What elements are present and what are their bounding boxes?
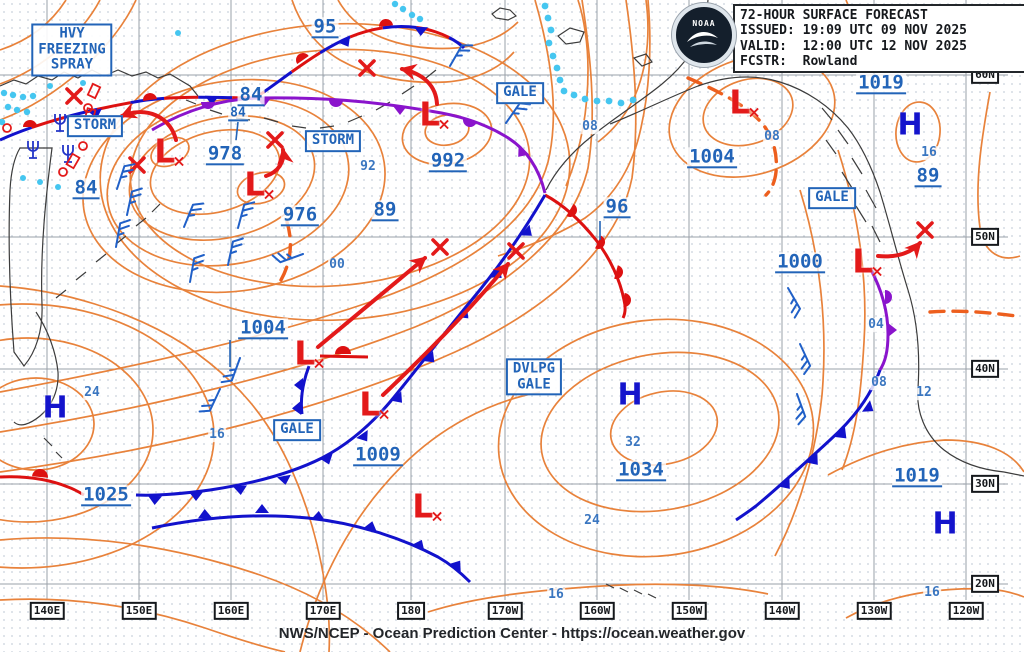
pressure-label: 89 xyxy=(371,198,399,222)
low-center-symbol: L× xyxy=(294,333,326,373)
isobar-label: 16 xyxy=(547,587,565,603)
movement-arrows xyxy=(119,63,922,397)
hazard-gale-bering: GALE xyxy=(496,82,544,104)
occluded-front-west xyxy=(151,96,547,194)
warm-front-stubs xyxy=(0,346,369,497)
isobar-label: 00 xyxy=(328,257,346,273)
high-center-symbol: H xyxy=(897,107,923,143)
pressure-label: 1000 xyxy=(775,250,825,274)
pressure-label: 1004 xyxy=(238,316,288,340)
pressure-label: 95 xyxy=(311,15,339,39)
longitude-label: 130W xyxy=(856,601,892,621)
isobar-label: 24 xyxy=(583,513,601,529)
pressure-label: 976 xyxy=(280,203,320,227)
pressure-label: 1009 xyxy=(353,443,403,467)
longitude-label: 120W xyxy=(948,601,984,621)
pressure-label: 1019 xyxy=(856,71,906,95)
isobar-label: 24 xyxy=(83,385,101,401)
isobar-label: 32 xyxy=(624,435,642,451)
graticule xyxy=(0,0,1008,600)
latitude-label: 20N xyxy=(971,574,999,594)
hazard-storm-west: STORM xyxy=(66,115,124,137)
longitude-label: 180 xyxy=(397,601,425,621)
isobar-label: 08 xyxy=(870,375,888,391)
high-center-symbol: H xyxy=(932,506,958,542)
longitude-label: 170E xyxy=(305,601,341,621)
isobar-label: 04 xyxy=(867,317,885,333)
hazard-gale-gulf: GALE xyxy=(808,187,856,209)
pressure-label: 1004 xyxy=(687,145,737,169)
hazard-gale-west: GALE xyxy=(273,419,321,441)
latitude-label: 50N xyxy=(971,227,999,247)
isobar-label: 08 xyxy=(763,129,781,145)
pressure-label: 84 xyxy=(228,105,248,122)
low-center-symbol: L× xyxy=(359,384,391,424)
cold-front-south xyxy=(151,504,472,584)
sea-ice-edge xyxy=(0,0,637,190)
info-title: 72-HOUR SURFACE FORECAST xyxy=(740,8,928,23)
pressure-label: 96 xyxy=(603,195,631,219)
longitude-label: 160W xyxy=(579,601,615,621)
noaa-logo-text: NOAA xyxy=(692,18,716,28)
low-center-symbol: L× xyxy=(154,131,186,171)
pressure-label: 89 xyxy=(914,164,942,188)
latitude-label: 40N xyxy=(971,359,999,379)
forecast-position-marks xyxy=(65,59,934,260)
freezing-spray-symbols xyxy=(2,82,102,177)
low-center-symbol: L× xyxy=(419,94,451,134)
longitude-label: 170W xyxy=(487,601,523,621)
isobar-label: 16 xyxy=(923,585,941,601)
low-center-symbol: L× xyxy=(244,164,276,204)
stationary-front xyxy=(0,19,466,142)
pressure-label: 1025 xyxy=(81,483,131,507)
low-center-symbol: L× xyxy=(412,486,444,526)
isobar-label: 12 xyxy=(915,385,933,401)
noaa-logo: NOAA xyxy=(672,3,736,67)
warm-front-triple-point xyxy=(544,193,631,319)
noaa-seagull-icon xyxy=(687,31,718,47)
info-forecaster: FCSTR: Rowland xyxy=(740,53,858,69)
pressure-label: 84 xyxy=(72,176,100,200)
pressure-label: 1019 xyxy=(892,464,942,488)
longitude-label: 150W xyxy=(671,601,707,621)
pressure-label: 1034 xyxy=(616,458,666,482)
info-valid: VALID: 12:00 UTC 12 NOV 2025 xyxy=(740,38,967,54)
high-center-symbol: H xyxy=(617,377,643,413)
hazard-dvlpg-gale: DVLPG GALE xyxy=(505,358,563,396)
isobar-label: 16 xyxy=(920,145,938,161)
low-center-symbol: L× xyxy=(852,241,884,281)
footer-credit: NWS/NCEP - Ocean Prediction Center - htt… xyxy=(278,625,746,642)
info-issued: ISSUED: 19:09 UTC 09 NOV 2025 xyxy=(740,23,967,39)
hazard-storm-central: STORM xyxy=(304,130,362,152)
longitude-label: 140W xyxy=(764,601,800,621)
longitude-label: 160E xyxy=(213,601,249,621)
pressure-label: 84 xyxy=(237,83,265,107)
cold-front-main xyxy=(135,194,547,505)
low-center-symbol: L× xyxy=(729,82,761,122)
high-center-symbol: H xyxy=(42,390,68,426)
isobar-label: 16 xyxy=(208,427,226,443)
occluded-front-east xyxy=(735,267,897,522)
isobar-label: 08 xyxy=(581,119,599,135)
longitude-label: 150E xyxy=(121,601,157,621)
forecast-info-box: 72-HOUR SURFACE FORECAST ISSUED: 19:09 U… xyxy=(733,4,1024,74)
hazard-hvy-freezing-spray: HVY FREEZING SPRAY xyxy=(31,23,113,77)
latitude-label: 30N xyxy=(971,474,999,494)
longitude-label: 140E xyxy=(29,601,65,621)
isobar-label: 92 xyxy=(359,159,377,175)
pressure-label: 992 xyxy=(428,149,468,173)
label-leader-lines xyxy=(229,121,601,367)
pressure-label: 978 xyxy=(205,142,245,166)
